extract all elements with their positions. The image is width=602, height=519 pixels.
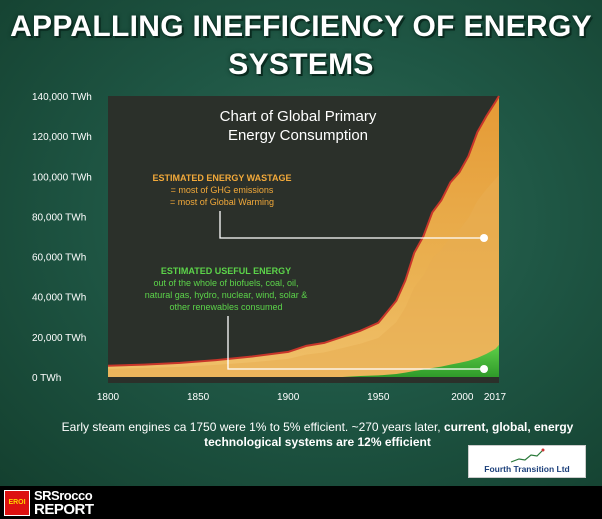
y-tick-label: 120,000 TWh bbox=[32, 132, 92, 143]
total-series-line bbox=[107, 95, 500, 367]
wastage-label-title: ESTIMATED ENERGY WASTAGE bbox=[152, 173, 291, 183]
y-tick-label: 140,000 TWh bbox=[32, 92, 92, 103]
footnote-bold-2: technological systems are 12% efficient bbox=[204, 435, 431, 449]
series-layer bbox=[107, 95, 500, 377]
y-tick-label: 40,000 TWh bbox=[32, 293, 86, 304]
y-tick-label: 100,000 TWh bbox=[32, 172, 92, 183]
x-tick-label: 2017 bbox=[484, 392, 507, 403]
brand-line-1: SRSrocco bbox=[34, 488, 93, 503]
wastage-area bbox=[108, 96, 499, 377]
chart-title-line-2: Energy Consumption bbox=[228, 127, 368, 144]
brand-line-2: REPORT bbox=[34, 501, 94, 518]
wastage-label-line-2: = most of Global Warming bbox=[170, 197, 274, 207]
chart-title-line-1: Chart of Global Primary bbox=[220, 108, 377, 125]
y-tick-label: 80,000 TWh bbox=[32, 212, 86, 223]
useful-leader-dot bbox=[480, 365, 488, 373]
wastage-inner-band bbox=[108, 174, 499, 377]
footnote: Early steam engines ca 1750 were 1% to 5… bbox=[40, 420, 595, 450]
title-line-2: SYSTEMS bbox=[228, 48, 374, 81]
x-axis: 1800 1850 1900 1950 2000 2017 bbox=[97, 392, 507, 403]
y-tick-label: 0 TWh bbox=[32, 373, 61, 384]
wastage-label-line-1: = most of GHG emissions bbox=[171, 185, 274, 195]
x-tick-label: 2000 bbox=[451, 392, 474, 403]
useful-label-line-2: natural gas, hydro, nuclear, wind, solar… bbox=[145, 290, 308, 300]
energy-chart: 0 TWh 20,000 TWh 40,000 TWh 60,000 TWh 80,00… bbox=[32, 92, 507, 403]
fourth-transition-badge: Fourth Transition Ltd bbox=[468, 445, 586, 478]
trend-chart-icon bbox=[510, 448, 545, 463]
useful-label-line-1: out of the whole of biofuels, coal, oil, bbox=[153, 278, 298, 288]
x-tick-label: 1800 bbox=[97, 392, 120, 403]
wastage-leader-line bbox=[219, 211, 484, 239]
page-title: APPALLING INEFFICIENCY OF ENERGY SYSTEMS bbox=[0, 8, 602, 84]
y-axis: 0 TWh 20,000 TWh 40,000 TWh 60,000 TWh 80,00… bbox=[32, 92, 92, 384]
footer-bar bbox=[0, 486, 602, 519]
useful-label-title: ESTIMATED USEFUL ENERGY bbox=[161, 266, 291, 276]
useful-leader-line bbox=[227, 316, 484, 370]
x-tick-label: 1950 bbox=[367, 392, 390, 403]
y-tick-label: 20,000 TWh bbox=[32, 333, 86, 344]
x-tick-label: 1850 bbox=[187, 392, 210, 403]
y-tick-label: 60,000 TWh bbox=[32, 253, 86, 264]
srsrocco-logo: EROI SRSrocco REPORT bbox=[4, 488, 114, 518]
title-line-1: APPALLING INEFFICIENCY OF ENERGY bbox=[10, 10, 592, 43]
eroi-square-icon: EROI bbox=[4, 490, 30, 516]
footnote-bold-1: current, global, energy bbox=[443, 420, 574, 434]
footnote-plain: Early steam engines ca 1750 were 1% to 5… bbox=[61, 420, 444, 434]
x-tick-label: 1900 bbox=[277, 392, 300, 403]
useful-label-line-3: other renewables consumed bbox=[169, 302, 282, 312]
useful-area bbox=[108, 344, 499, 377]
wastage-leader-dot bbox=[480, 234, 488, 242]
badge-text: Fourth Transition Ltd bbox=[484, 464, 570, 474]
